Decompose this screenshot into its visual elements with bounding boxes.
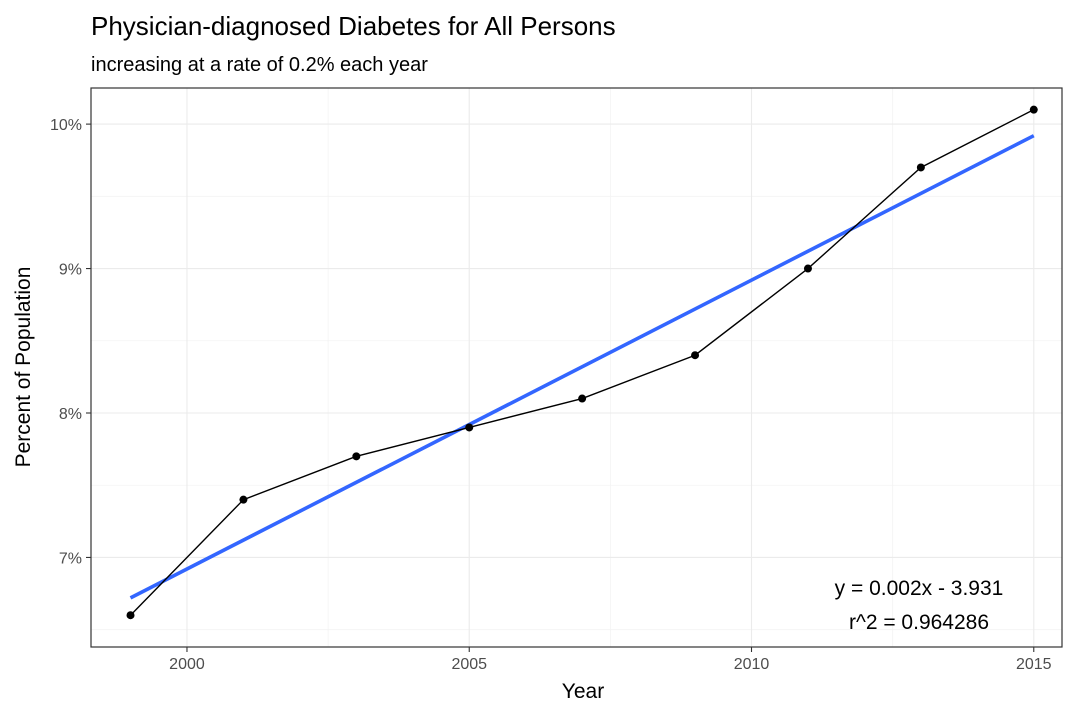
major-grid bbox=[91, 88, 1062, 647]
data-point bbox=[352, 452, 361, 461]
y-tick-label: 8% bbox=[59, 406, 82, 423]
y-tick-label: 9% bbox=[59, 262, 82, 279]
chart-title: Physician-diagnosed Diabetes for All Per… bbox=[91, 11, 616, 41]
x-tick-label: 2015 bbox=[1016, 656, 1052, 673]
x-tick-label: 2005 bbox=[451, 656, 487, 673]
data-point bbox=[239, 495, 248, 504]
x-tick-label: 2010 bbox=[734, 656, 770, 673]
panel-border bbox=[90, 87, 1063, 648]
data-point bbox=[691, 351, 700, 360]
fit-layer bbox=[129, 134, 1035, 600]
regression-line bbox=[129, 134, 1035, 600]
y-tick-label: 10% bbox=[50, 117, 82, 134]
x-axis-title: Year bbox=[562, 680, 604, 703]
x-axis: 2000 2005 2010 2015 bbox=[169, 647, 1052, 673]
data-point bbox=[803, 264, 812, 273]
chart-subtitle: increasing at a rate of 0.2% each year bbox=[91, 54, 428, 76]
minor-grid bbox=[91, 88, 1062, 647]
data-point bbox=[1029, 105, 1038, 114]
regression-equation-label: y = 0.002x - 3.931 bbox=[835, 577, 1004, 600]
y-axis-title: Percent of Population bbox=[12, 267, 35, 468]
series-line bbox=[130, 109, 1035, 616]
data-point bbox=[578, 394, 587, 403]
data-point bbox=[465, 423, 474, 432]
y-tick-label: 7% bbox=[59, 550, 82, 567]
x-tick-label: 2000 bbox=[169, 656, 205, 673]
data-point bbox=[126, 611, 135, 620]
data-point bbox=[916, 163, 925, 172]
r-squared-label: r^2 = 0.964286 bbox=[849, 611, 989, 634]
y-axis: 7% 8% 9% 10% bbox=[50, 117, 91, 567]
series-layer bbox=[126, 105, 1038, 620]
